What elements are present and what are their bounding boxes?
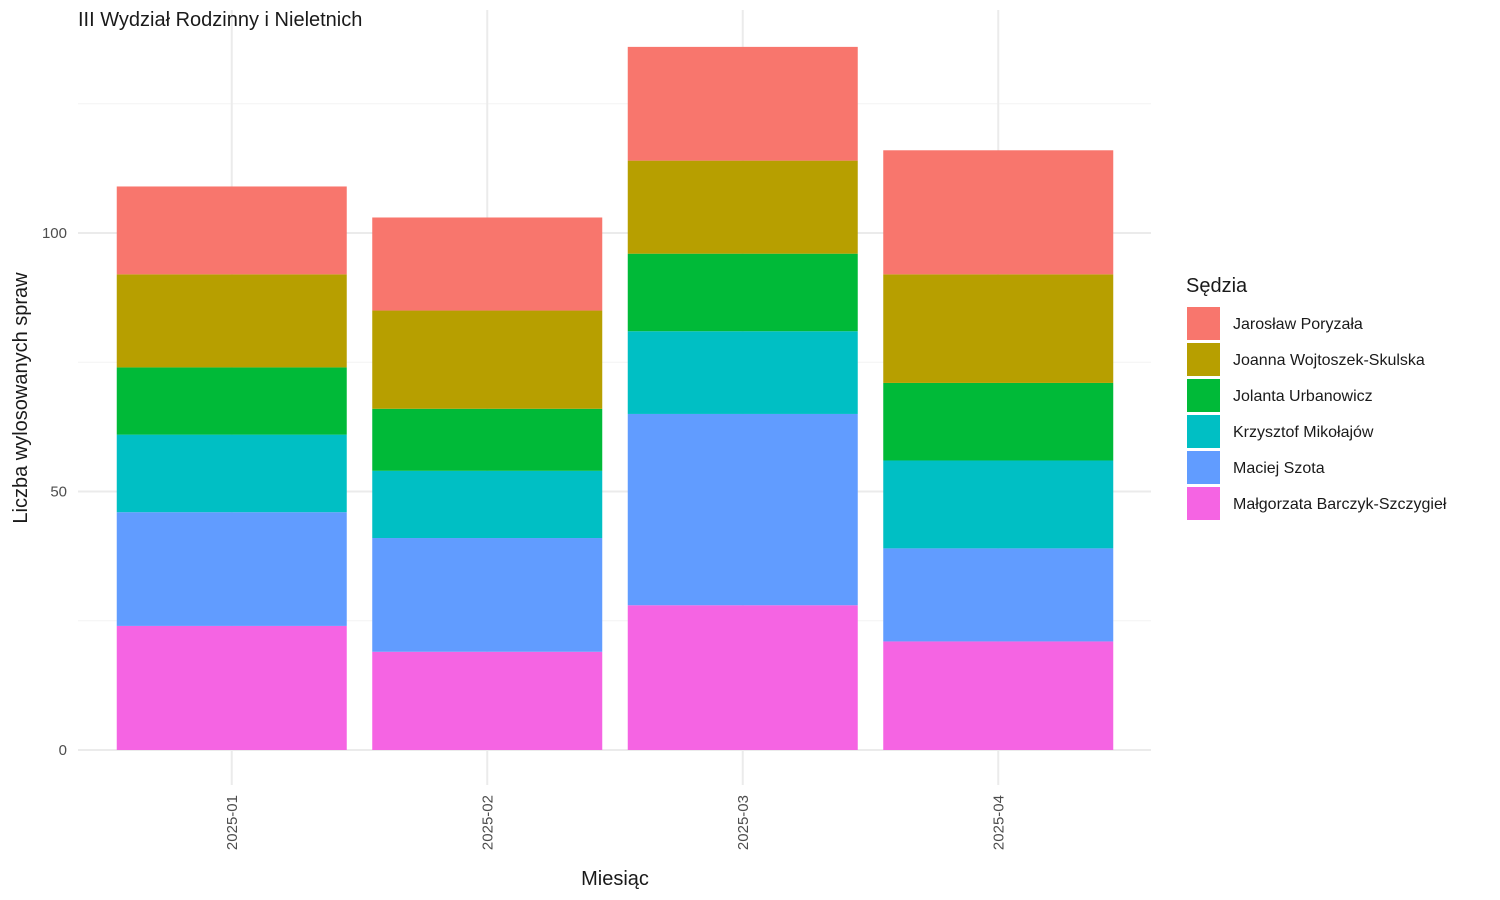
bar-segment <box>627 605 858 750</box>
legend-swatch <box>1187 379 1220 412</box>
bar-segment <box>116 512 347 626</box>
bar-segment <box>627 413 858 606</box>
bar-segment <box>883 548 1114 642</box>
bar-segment <box>627 160 858 254</box>
legend-items: Jarosław Poryzała Joanna Wojtoszek-Skulsk… <box>1187 307 1447 520</box>
legend-label: Joanna Wojtoszek-Skulska <box>1233 352 1425 369</box>
y-tick-label: 50 <box>50 484 67 501</box>
bar-segment <box>883 641 1114 750</box>
legend-label: Jarosław Poryzała <box>1233 316 1363 333</box>
bar-segment <box>883 382 1114 461</box>
legend-label: Małgorzata Barczyk-Szczygieł <box>1233 496 1447 513</box>
bar-segment <box>883 274 1114 383</box>
legend-title: Sędzia <box>1186 275 1248 297</box>
bars <box>116 46 1114 750</box>
legend-swatch <box>1187 343 1220 376</box>
bar-segment <box>372 470 603 539</box>
bar-segment <box>116 625 347 750</box>
bar-segment <box>116 367 347 435</box>
y-axis-ticks: 0 50 100 <box>42 225 67 759</box>
bar-segment <box>627 331 858 414</box>
legend-swatch <box>1187 307 1220 340</box>
bar-segment <box>116 274 347 368</box>
bar-segment <box>627 46 858 161</box>
legend-label: Jolanta Urbanowicz <box>1233 388 1373 405</box>
x-axis-title: Miesiąc <box>581 868 649 890</box>
legend-swatch <box>1187 415 1220 448</box>
y-tick-label: 100 <box>42 225 67 242</box>
x-tick-label: 2025-02 <box>479 795 496 850</box>
bar-segment <box>883 150 1114 275</box>
chart-title: III Wydział Rodzinny i Nieletnich <box>78 9 362 31</box>
legend-label: Maciej Szota <box>1233 460 1325 477</box>
y-axis-title: Liczba wylosowanych spraw <box>10 272 32 524</box>
legend-swatch <box>1187 487 1220 520</box>
bar-segment <box>627 253 858 332</box>
bar-segment <box>372 217 603 311</box>
legend-label: Krzysztof Mikołajów <box>1233 424 1374 441</box>
bar-segment <box>116 434 347 513</box>
legend: Sędzia Jarosław Poryzała Joanna Wojtoszek… <box>1186 275 1447 520</box>
bar-segment <box>372 408 603 471</box>
bar-segment <box>883 460 1114 549</box>
bar-segment <box>116 186 347 275</box>
legend-swatch <box>1187 451 1220 484</box>
x-axis-ticks: 2025-01 2025-02 2025-03 2025-04 <box>224 795 1008 850</box>
x-tick-label: 2025-03 <box>735 795 752 850</box>
bar-segment <box>372 310 603 409</box>
x-tick-label: 2025-04 <box>990 795 1007 850</box>
bar-segment <box>372 651 603 750</box>
x-tick-label: 2025-01 <box>224 795 241 850</box>
bar-segment <box>372 538 603 652</box>
y-tick-label: 0 <box>59 742 67 759</box>
